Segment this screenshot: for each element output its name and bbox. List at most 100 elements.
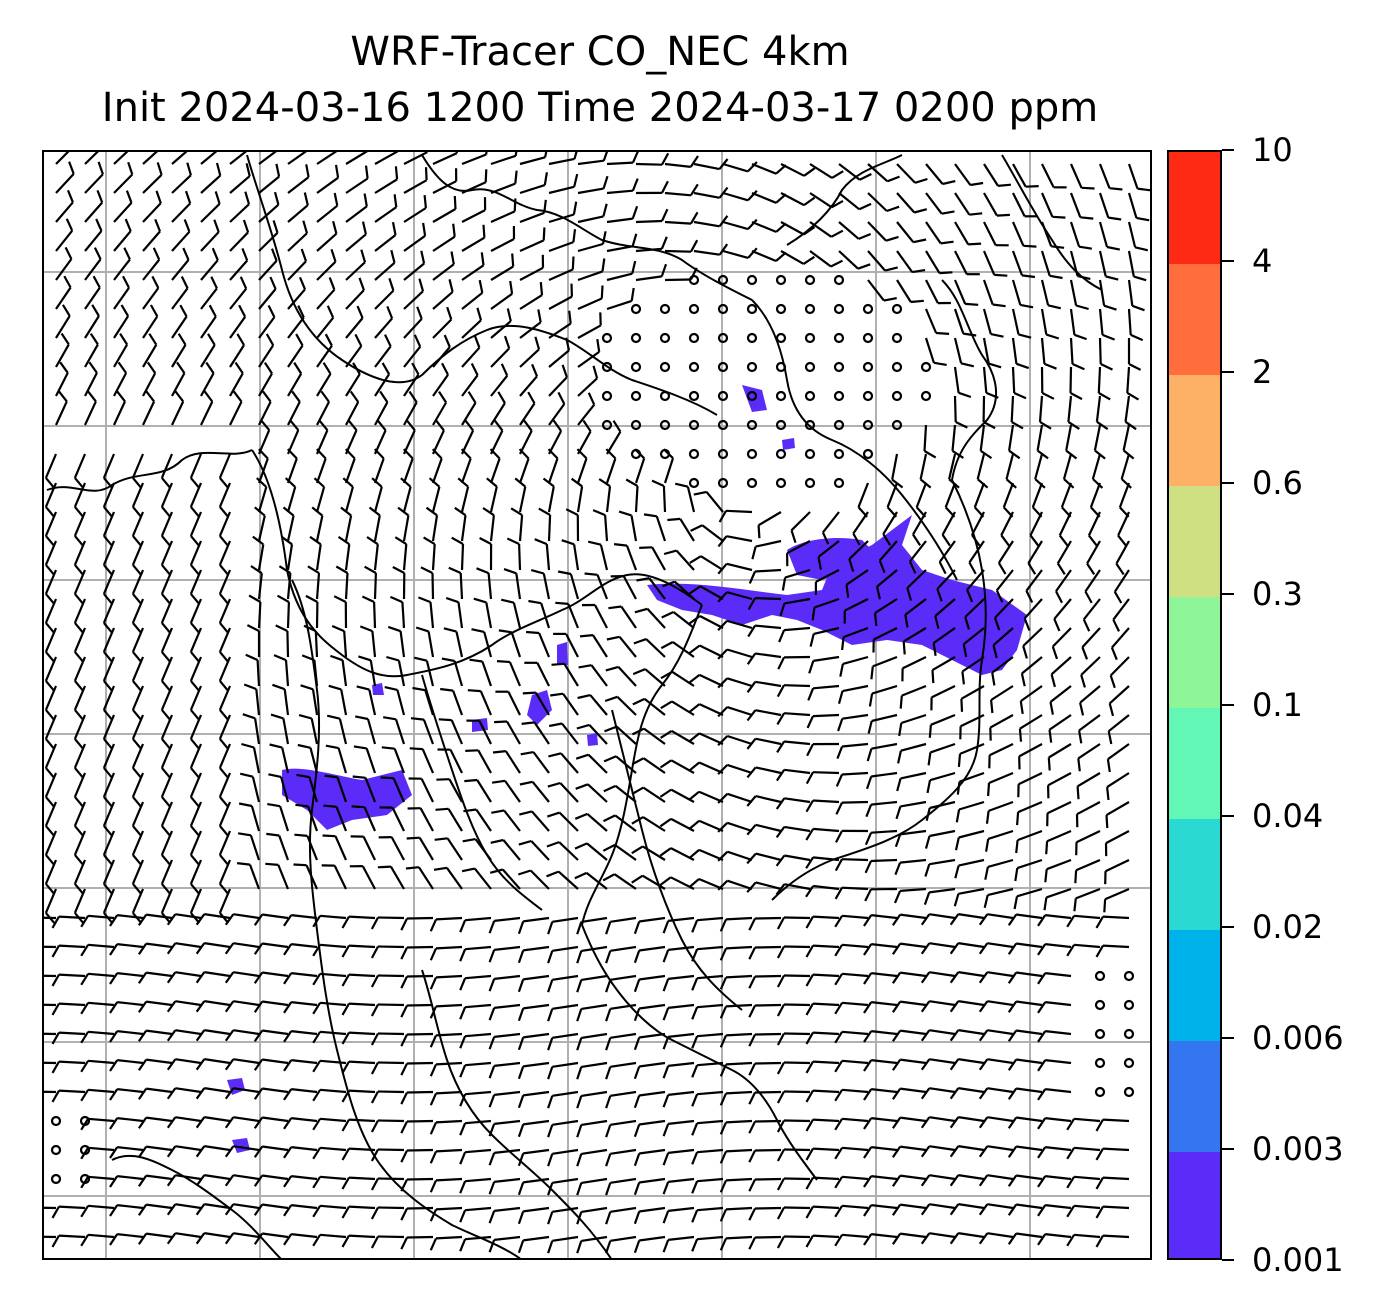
wind-barb: [983, 887, 1014, 908]
wind-barb: [805, 915, 840, 929]
wind-barb: [429, 1235, 463, 1251]
wind-barb: [301, 654, 319, 687]
wind-barb: [746, 709, 782, 722]
wind-barb: [345, 362, 361, 397]
wind-barb: [928, 713, 956, 738]
wind-barb: [1037, 943, 1072, 956]
calm-wind-circle: [804, 419, 816, 431]
wind-barb: [489, 448, 501, 484]
wind-barb: [1044, 858, 1072, 883]
wind-barb: [633, 1032, 666, 1051]
wind-barb: [807, 684, 840, 701]
coastline: [941, 279, 998, 481]
colorbar-tick-label: 0.006: [1252, 1019, 1344, 1057]
wind-barb: [488, 1061, 521, 1079]
wind-barb: [1036, 424, 1049, 460]
wind-barb: [166, 1232, 202, 1245]
wind-barb: [809, 192, 844, 209]
wind-barb: [834, 1001, 869, 1015]
wind-barb: [195, 1000, 231, 1013]
wind-barb: [757, 511, 782, 539]
wind-barb: [102, 859, 116, 895]
wind-barb: [577, 258, 606, 282]
wind-barb: [490, 391, 506, 426]
wind-barb: [331, 624, 348, 658]
wind-barb: [968, 540, 985, 575]
wind-barb: [834, 858, 869, 872]
wind-barb: [380, 776, 406, 803]
wind-barb: [224, 971, 260, 984]
wind-barb: [316, 164, 340, 194]
wind-barb: [985, 800, 1014, 824]
wind-barb: [776, 916, 811, 930]
wind-barb: [370, 1119, 405, 1133]
wind-barb: [662, 916, 695, 934]
wind-barb: [80, 1175, 115, 1189]
wind-barb: [506, 537, 522, 571]
wind-barb: [1060, 482, 1073, 518]
wind-barb: [1069, 337, 1085, 371]
wind-barb: [751, 249, 787, 263]
wind-barb: [333, 595, 348, 629]
wind-barb: [356, 685, 377, 716]
wind-barb: [983, 163, 1012, 187]
wind-barb: [953, 337, 975, 368]
calm-wind-circle: [601, 361, 613, 373]
wind-barb: [891, 1087, 927, 1100]
wind-barb: [878, 540, 898, 573]
wind-barb: [693, 243, 729, 256]
wind-barb: [102, 714, 116, 750]
wind-barb: [978, 942, 1014, 955]
wind-barb: [113, 304, 130, 339]
wind-barb: [547, 1235, 579, 1254]
wind-barb: [546, 841, 579, 861]
wind-barb: [463, 808, 492, 832]
wind-barb: [459, 1032, 492, 1049]
wind-barb: [548, 337, 571, 368]
wind-barb: [693, 490, 724, 513]
colorbar-tick: [1222, 815, 1234, 817]
wind-barb: [44, 830, 58, 866]
wind-barb: [341, 1002, 376, 1016]
wind-barb: [978, 1029, 1014, 1042]
wind-barb: [84, 304, 100, 339]
wind-barb: [109, 1088, 144, 1101]
colorbar-tick: [1222, 1259, 1234, 1261]
wind-barb: [575, 753, 608, 774]
wind-barb: [662, 1032, 695, 1050]
wind-barb: [633, 1090, 666, 1109]
wind-barb: [719, 1206, 753, 1222]
wind-barb: [142, 275, 160, 310]
wind-barb: [534, 538, 551, 571]
wind-barb: [934, 598, 956, 629]
wind-barb: [805, 1234, 840, 1248]
wind-barb: [522, 691, 550, 716]
wind-barb: [488, 1090, 521, 1108]
wind-barb: [400, 1119, 434, 1134]
calm-wind-circle: [920, 361, 932, 373]
wind-barb: [1095, 1118, 1130, 1132]
wind-barb: [239, 772, 261, 803]
wind-barb: [949, 1087, 985, 1100]
wind-barb: [253, 1203, 289, 1216]
wind-barb: [313, 477, 326, 513]
map-panel[interactable]: [42, 150, 1152, 1260]
colorbar-tick: [1222, 926, 1234, 928]
wind-barb: [73, 859, 87, 895]
wind-barb: [160, 830, 174, 866]
wind-barb: [930, 685, 956, 711]
wind-barb: [131, 830, 145, 866]
wind-barb: [521, 721, 550, 745]
wind-barb: [189, 714, 203, 750]
wind-barb: [218, 830, 232, 866]
wind-barb: [218, 656, 232, 692]
wind-barb: [459, 1061, 492, 1078]
wind-barb: [84, 247, 102, 281]
wind-barb: [374, 194, 398, 223]
wind-barb: [633, 1177, 666, 1196]
wind-barb: [84, 161, 104, 194]
wind-barb: [73, 830, 87, 866]
wind-barb: [717, 591, 753, 603]
wind-barb: [171, 304, 188, 339]
wind-barb: [546, 870, 579, 890]
